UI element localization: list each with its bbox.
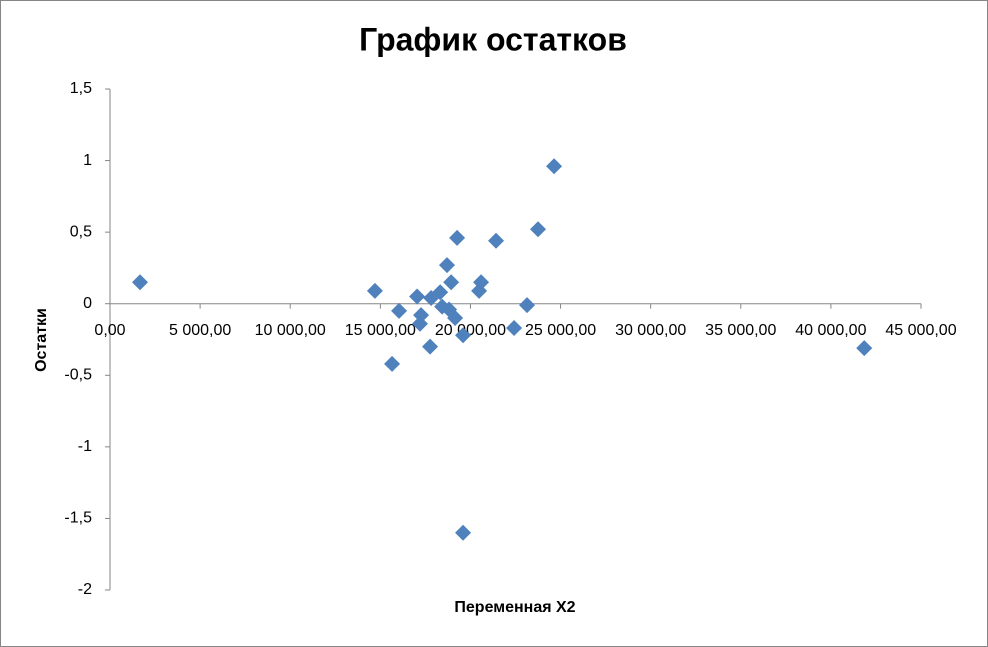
point (856, 340, 873, 357)
point (366, 282, 383, 299)
point (506, 320, 523, 337)
point (439, 257, 456, 274)
point (432, 284, 449, 301)
point (411, 315, 428, 332)
point (132, 274, 149, 291)
y-tick-label: -1,5 (64, 510, 92, 527)
y-tick-label: 1 (83, 152, 92, 169)
point (449, 229, 466, 246)
x-tick-label: 0,00 (94, 322, 125, 339)
point (422, 338, 439, 355)
point (519, 297, 536, 314)
x-tick-label: 30 000,00 (615, 322, 686, 339)
x-axis-title: Переменная X2 (454, 599, 575, 616)
y-tick-label: 0,5 (70, 223, 92, 240)
point (409, 288, 426, 305)
y-axis-title: Остатки (33, 308, 50, 372)
x-tick-label: 25 000,00 (525, 322, 596, 339)
x-tick-label: 10 000,00 (255, 322, 326, 339)
x-tick-label: 5 000,00 (169, 322, 231, 339)
y-tick-label: 1,5 (70, 80, 92, 97)
point (455, 327, 472, 344)
x-tick-label: 20 000,00 (435, 322, 506, 339)
point (530, 221, 547, 238)
x-tick-label: 35 000,00 (705, 322, 776, 339)
y-tick-label: 0 (83, 295, 92, 312)
x-tick-label: 45 000,00 (885, 322, 956, 339)
chart-title: График остатков (359, 21, 627, 57)
point (488, 232, 505, 249)
point (546, 158, 563, 175)
point (443, 274, 460, 291)
point (473, 274, 490, 291)
point (384, 355, 401, 372)
y-tick-label: -1 (78, 438, 92, 455)
point (447, 310, 464, 327)
point (391, 302, 408, 319)
y-tick-label: -2 (78, 581, 92, 598)
point (455, 524, 472, 541)
x-tick-label: 40 000,00 (795, 322, 866, 339)
x-tick-label: 15 000,00 (345, 322, 416, 339)
y-tick-label: -0,5 (64, 367, 92, 384)
